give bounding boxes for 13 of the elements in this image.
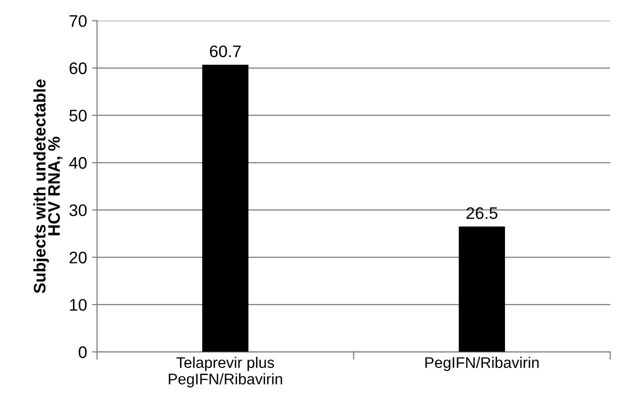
y-tick-label: 70 [70,15,87,27]
data-label: 26.5 [466,207,498,220]
y-tick-label: 30 [69,204,87,216]
y-tick-label: 60 [70,62,87,74]
data-label: 60.7 [210,45,241,58]
y-tick-label: 40 [69,157,87,169]
x-tick-label: PegIFN/Ribavirin [425,356,539,372]
y-tick-label: 50 [69,110,87,122]
y-tick-label: 10 [70,298,87,311]
y-tick-label: 0 [78,346,87,358]
y-axis-title: Subjects with undetectable HCV RNA, % [33,79,62,294]
x-tick-label: Telaprevir plus PegIFN/Ribavirin [168,356,282,388]
y-tick-label: 20 [70,252,87,264]
